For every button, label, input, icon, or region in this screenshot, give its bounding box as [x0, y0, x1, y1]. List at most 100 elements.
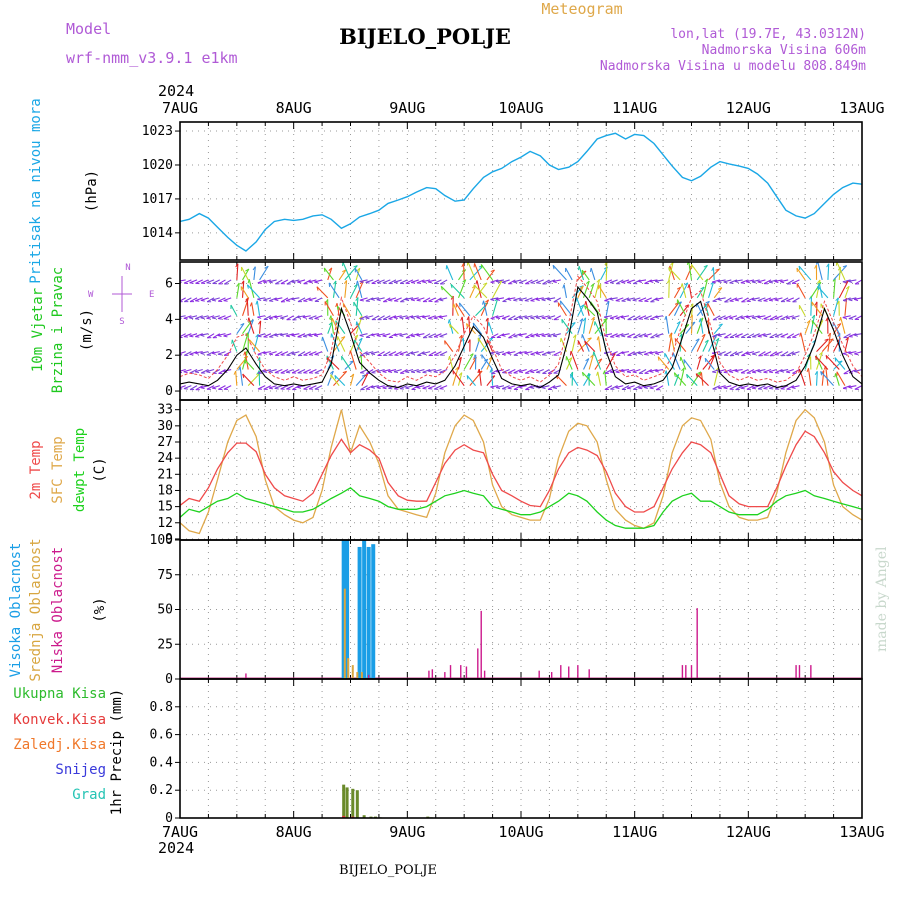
wind-arrowhead: [824, 338, 829, 341]
wind-arrow: [740, 333, 749, 338]
wind-arrow: [416, 315, 425, 319]
wind-arrow: [231, 339, 238, 352]
wind-arrow: [388, 279, 397, 284]
wind-arrow: [399, 351, 408, 355]
wind-arrow: [370, 297, 380, 300]
wind-arrow: [713, 323, 723, 335]
wind-arrow: [751, 385, 760, 389]
wind-arrow: [763, 351, 772, 356]
wind-arrow: [184, 351, 192, 356]
wind-arrowhead: [676, 321, 681, 325]
wind-arrowhead: [399, 317, 404, 320]
lonlat: lon,lat (19.7E, 43.0312N): [670, 27, 866, 42]
wind-arrowhead: [211, 352, 216, 355]
wind-arrow: [335, 320, 346, 335]
wind-arrow: [427, 279, 436, 283]
wind-arrow: [337, 336, 346, 352]
wind-arrow: [757, 279, 766, 283]
wind-arrowhead: [626, 299, 631, 302]
wind-arrowhead: [439, 336, 444, 338]
wind-arrowhead: [410, 371, 416, 374]
wind-arrow: [796, 267, 806, 281]
wind-arrow: [410, 297, 419, 301]
wind-arrow: [723, 385, 732, 389]
wind-arrow: [353, 301, 363, 317]
y-tick-label: 0.6: [150, 728, 173, 743]
wind-arrow: [723, 369, 732, 373]
temp-label-dewpt: dewpt Temp: [72, 428, 88, 512]
wind-arrowhead: [416, 334, 421, 337]
wind-arrow: [769, 351, 778, 357]
wind-arrow: [680, 356, 687, 370]
wind-arrow: [303, 279, 311, 285]
wind-arrowhead: [606, 300, 610, 305]
wind-arrow: [422, 369, 431, 373]
wind-arrowhead: [341, 336, 346, 339]
wind-arrow: [816, 338, 829, 352]
wind-arrow: [200, 279, 209, 284]
wind-arrowhead: [763, 388, 768, 390]
wind-arrowhead: [518, 386, 523, 389]
wind-arrow: [247, 284, 260, 299]
wind-arrow: [668, 267, 681, 281]
wind-arrowhead: [364, 373, 368, 377]
wind-arrow: [626, 279, 635, 284]
wind-arrowhead: [308, 334, 313, 338]
wind-arrow: [696, 334, 706, 352]
wind-arrowhead: [669, 333, 672, 338]
wind-arrowhead: [536, 371, 541, 374]
wind-arrowhead: [496, 353, 501, 356]
wind-arrow: [603, 351, 613, 354]
wind-arrowhead: [268, 317, 274, 320]
wind-arrowhead: [814, 301, 818, 306]
wind-arrow: [330, 315, 334, 334]
wind-arrow: [668, 279, 670, 298]
wind-arrow: [195, 315, 203, 320]
wind-arrowhead: [845, 336, 849, 341]
wind-arrow: [463, 353, 474, 370]
wind-arrowhead: [211, 317, 217, 320]
wind-arrow: [681, 283, 687, 298]
wind-arrowhead: [291, 353, 296, 356]
wind-arrowhead: [297, 386, 302, 389]
wind-arrow: [365, 351, 374, 355]
wind-arrow: [341, 355, 351, 370]
low-cloud-bar: [444, 672, 446, 679]
wind-arrow: [501, 351, 510, 355]
wind-arrowhead: [735, 353, 740, 356]
wind-arrowhead: [584, 301, 587, 306]
wind-arrow: [699, 318, 704, 334]
wind-arrowhead: [806, 320, 811, 324]
wind-arrowhead: [461, 263, 465, 268]
panel-frame: [179, 678, 863, 819]
wind-arrowhead: [673, 372, 676, 377]
wind-arrow: [434, 351, 442, 356]
wind-arrow: [780, 351, 789, 357]
wind-arrowhead: [263, 299, 268, 302]
wind-arrowhead: [535, 386, 540, 389]
wind-arrow: [308, 351, 317, 356]
wind-arrowhead: [263, 371, 268, 374]
wind-arrowhead: [786, 371, 791, 374]
wind-arrowhead: [547, 335, 552, 338]
wind-arrowhead: [839, 317, 842, 322]
wind-arrow: [690, 303, 694, 316]
wind-arrow: [791, 279, 800, 284]
wind-arrow: [626, 297, 635, 301]
wind-arrowhead: [370, 334, 375, 337]
wind-arrow: [327, 322, 333, 334]
wind-speed-line: [180, 285, 862, 389]
wind-arrowhead: [291, 298, 296, 301]
wind-arrow: [371, 351, 380, 355]
wind-arrow: [621, 279, 630, 283]
wind-arrowhead: [314, 334, 319, 337]
wind-arrow: [257, 351, 266, 355]
wind-arrow: [302, 333, 311, 337]
temp-dewpt-line: [180, 486, 862, 529]
wind-arrow: [365, 297, 374, 302]
wind-arrow: [502, 385, 510, 390]
wind-arrowhead: [502, 318, 507, 320]
year-top: 2024: [158, 82, 194, 100]
wind-arrow: [535, 297, 544, 300]
wind-arrow: [518, 351, 527, 354]
